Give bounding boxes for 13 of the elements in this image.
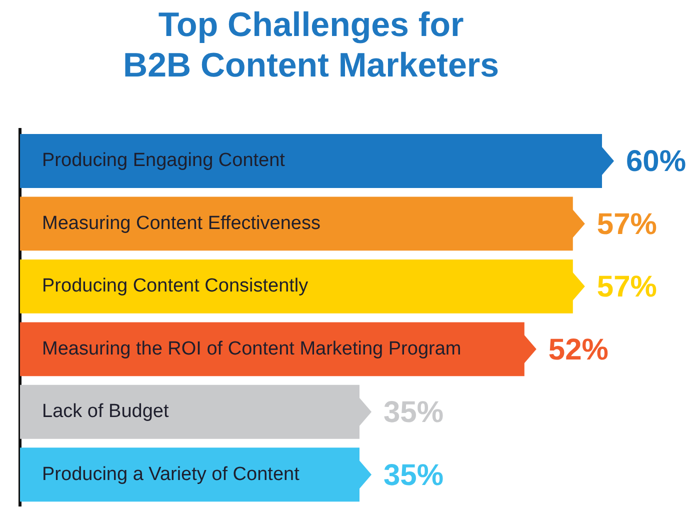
text: B2B Content Marketers: [123, 46, 499, 85]
text: Top Challenges for: [158, 6, 464, 44]
y-tick-label: Measuring the ROI of Content Marketing Program: [42, 338, 462, 360]
data-label: 52%: [548, 333, 608, 366]
y-tick-label: Lack of Budget: [42, 401, 170, 422]
data-label: 57%: [596, 270, 657, 304]
y-tick-label: Producing Content Consistently: [42, 276, 309, 297]
data-label: 60%: [626, 145, 686, 178]
y-tick-label: Producing a Variety of Content: [42, 464, 300, 485]
data-label: 57%: [596, 208, 657, 241]
y-tick-label: Producing Engaging Content: [42, 150, 286, 172]
y-tick-label: Measuring Content Effectiveness: [42, 212, 320, 234]
data-label: 35%: [384, 458, 444, 492]
